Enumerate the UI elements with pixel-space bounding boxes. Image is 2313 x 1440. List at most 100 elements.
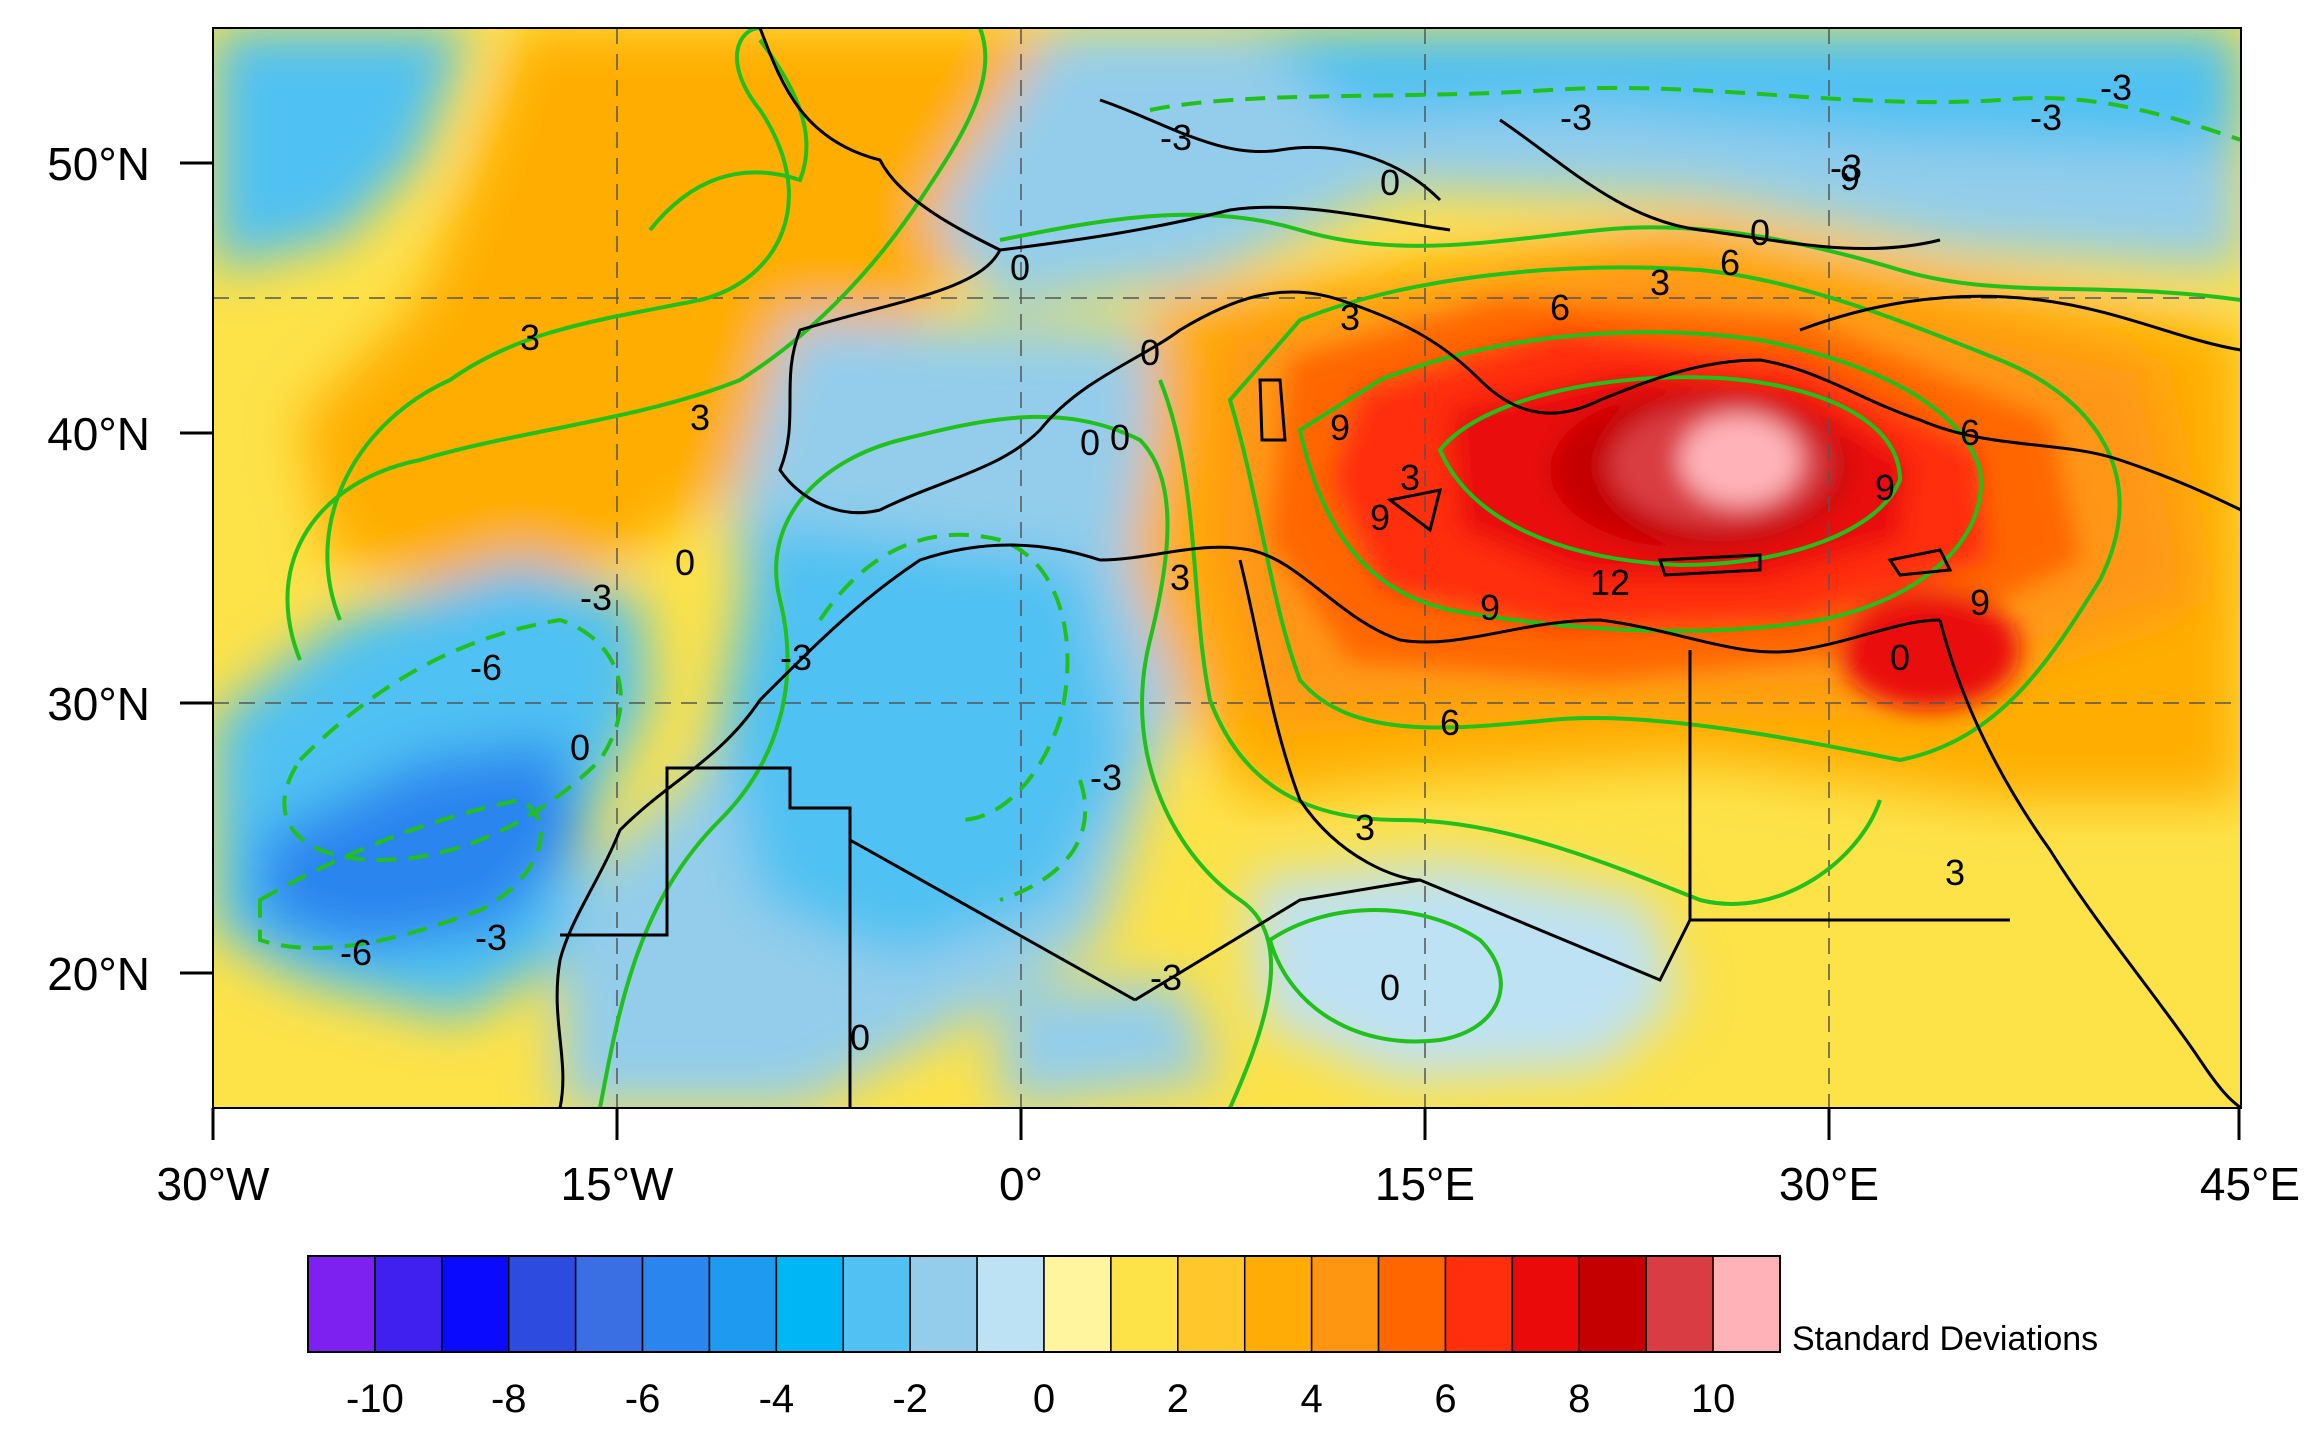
contour-label: -3 [580,577,612,618]
contour-0-sahel [1267,908,1503,1044]
colorbar-swatches [307,1255,1781,1353]
contour-6-libya [1227,265,2122,763]
contour-label: 0 [570,727,590,768]
contour-label-layer: 3 3 0 0 -3 0 -3 -3 3 6 6 3 -3 0 -3 -6 0 … [340,67,2132,1058]
longitude-axis: 30°W 15°W 0° 15°E 30°E 45°E [157,1108,2300,1210]
contour-label: 9 [1840,157,1860,198]
colorbar-swatch [507,1255,577,1353]
colorbar-swatch [307,1255,376,1353]
colorbar-tick-label: 4 [1301,1377,1323,1421]
graticule [213,28,2241,1108]
contour-0-atlantic [285,28,988,661]
contour-label: 3 [1355,807,1375,848]
contour-label: -3 [2100,67,2132,108]
contour-label: 0 [675,542,695,583]
colorbar-frame [307,1255,1781,1353]
contour-label: 3 [1400,457,1420,498]
colorbar-swatch [1578,1255,1647,1353]
contour-label: 3 [520,317,540,358]
colorbar-tick-label: 8 [1568,1377,1590,1421]
island-crete [1657,553,1762,577]
shade-core-6 [1680,415,1800,505]
contour-0-africa [598,414,1274,1108]
contour-12-core [1437,375,1903,568]
contour-label: -3 [1560,97,1592,138]
map-panel [213,28,2241,1108]
lon-tick-label: 45°E [2200,1158,2300,1210]
colorbar-swatch [909,1255,978,1353]
colorbar-swatch [374,1255,443,1353]
map-frame [212,27,2242,1109]
contour-label: 0 [1010,247,1030,288]
island-cyprus [1887,548,1953,577]
contour-n3-sahara [999,779,1088,902]
colorbar-tick-label: 0 [1033,1377,1055,1421]
island-sardinia [1258,378,1287,442]
contour-label: 6 [1720,242,1740,283]
shade-sahel-cool [1250,860,1680,1080]
contour-label: 0 [1110,417,1130,458]
contour-label: -3 [1150,957,1182,998]
shade-sahel-cool2 [1000,980,1220,1108]
border-europe-3 [1499,118,1941,251]
lon-tick-label: 15°W [561,1158,675,1210]
contour-label: 3 [1340,297,1360,338]
contour-label: -3 [1090,757,1122,798]
contour-label: 3 [1650,262,1670,303]
border-algeria-libya [1238,559,1421,882]
lat-tick-label: 30°N [47,678,150,730]
colorbar-tick-label: -4 [759,1377,795,1421]
shade-levant-red [1840,590,2020,710]
coast-north-africa [758,543,1941,702]
coast-black-sea [1799,294,2241,352]
contour-n3-atlantic [282,617,623,863]
contour-label: 3 [690,397,710,438]
colorbar-swatch [1511,1255,1581,1353]
contour-label: 3 [1945,852,1965,893]
coast-africa-west [555,699,762,1108]
contour-3-north [648,38,809,232]
contour-label: 9 [1875,467,1895,508]
lat-tick-label: 20°N [47,948,150,1000]
colorbar-swatch [976,1255,1045,1353]
contour-label: 0 [1380,967,1400,1008]
lon-tick-label: 15°E [1375,1158,1475,1210]
contour-label: 3 [1170,557,1190,598]
colorbar-swatch [842,1255,911,1353]
contour-label: 0 [1890,637,1910,678]
lon-tick-label: 30°E [1779,1158,1879,1210]
colorbar-swatch [1243,1255,1313,1353]
colorbar-swatch [775,1255,845,1353]
contour-3-sahara [1158,379,1882,906]
coast-red-sea [1938,619,2241,1108]
shade-atlantic-orange [300,28,1100,600]
contour-label: 6 [1440,702,1460,743]
colorbar-swatch [1177,1255,1246,1353]
border-w-sahara [560,766,1136,1002]
colorbar-tick-label: -2 [892,1377,928,1421]
contour-n6-atlantic [258,797,543,950]
contour-label: 6 [1550,287,1570,328]
contour-label: 6 [1960,412,1980,453]
colorbar-swatch [1110,1255,1179,1353]
shade-nwafrica-blue [720,520,1130,960]
border-europe-1 [999,205,1451,252]
shade-ne-blue [1250,28,2241,150]
contour-label: 0 [1080,422,1100,463]
lat-tick-label: 50°N [47,138,150,190]
lat-tick-label: 40°N [47,408,150,460]
colorbar-tick-label: 10 [1691,1377,1736,1421]
colorbar-tick-label: -6 [625,1377,661,1421]
contour-label: -3 [780,637,812,678]
contour-label: -3 [1830,147,1862,188]
colorbar-swatch [641,1255,711,1353]
contour-3-atlantic [325,28,791,621]
colorbar-swatch [708,1255,778,1353]
contour-label: 0 [850,1017,870,1058]
colorbar-swatch [574,1255,644,1353]
contour-label: -3 [2030,97,2062,138]
island-sicily [1386,488,1443,533]
latitude-axis: 50°N 40°N 30°N 20°N [47,138,213,1000]
colorbar-swatch [441,1255,510,1353]
contour-label: 9 [1330,407,1350,448]
